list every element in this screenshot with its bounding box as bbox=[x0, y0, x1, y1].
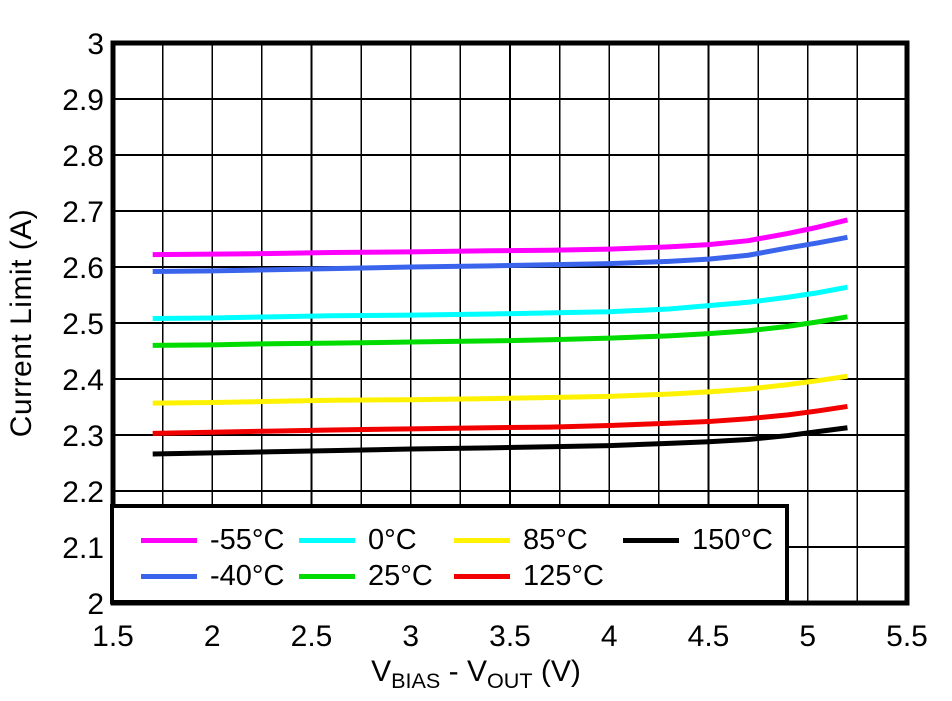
curve--40°C bbox=[152, 234, 848, 274]
curve-0°C bbox=[152, 284, 848, 322]
legend-item: -55°C bbox=[141, 524, 299, 557]
legend-label: 25°C bbox=[368, 559, 433, 592]
y-tick-label: 2.2 bbox=[62, 476, 104, 509]
legend-label: 0°C bbox=[368, 523, 417, 556]
y-tick-label: 2.7 bbox=[62, 196, 104, 229]
x-tick-label: 3 bbox=[402, 620, 419, 653]
legend-label: -40°C bbox=[210, 559, 285, 592]
x-tick-label: 2.5 bbox=[291, 620, 333, 653]
curve--55°C bbox=[152, 217, 849, 258]
x-tick-label: 1.5 bbox=[92, 620, 134, 653]
x-tick-label: 5 bbox=[799, 620, 816, 653]
legend-swatch bbox=[623, 537, 679, 543]
legend-label: 125°C bbox=[523, 559, 604, 592]
legend-swatch bbox=[299, 537, 355, 543]
x-tick-label: 5.5 bbox=[886, 620, 928, 653]
x-title-v1: V bbox=[371, 655, 392, 688]
curve-85°C bbox=[152, 373, 848, 406]
x-tick-label: 2 bbox=[204, 620, 221, 653]
legend-swatch bbox=[299, 573, 355, 579]
legend-item: 150°C bbox=[623, 524, 777, 557]
legend-label: 85°C bbox=[523, 523, 588, 556]
legend-item: 0°C bbox=[299, 524, 454, 557]
y-tick-label: 2.8 bbox=[62, 140, 104, 173]
x-title-dash: - bbox=[440, 655, 467, 688]
y-tick-label: 2 bbox=[87, 588, 104, 621]
legend-item: -40°C bbox=[141, 560, 299, 593]
y-tick-label: 2.1 bbox=[62, 532, 104, 565]
x-tick-label: 4 bbox=[601, 620, 618, 653]
legend: -55°C -40°C 0°C 25°C 85°C 125°C 150°C bbox=[110, 504, 789, 604]
x-tick-label: 3.5 bbox=[489, 620, 531, 653]
x-title-unit: (V) bbox=[532, 655, 581, 688]
legend-label: -55°C bbox=[210, 523, 285, 556]
curve-150°C bbox=[152, 425, 848, 457]
legend-item: 125°C bbox=[454, 560, 623, 593]
x-title-sub1: BIAS bbox=[391, 668, 441, 693]
y-tick-label: 2.5 bbox=[62, 308, 104, 341]
y-tick-label: 2.3 bbox=[62, 420, 104, 453]
legend-swatch bbox=[454, 537, 510, 543]
x-tick-label: 4.5 bbox=[688, 620, 730, 653]
legend-swatch bbox=[454, 573, 510, 579]
y-tick-label: 2.6 bbox=[62, 252, 104, 285]
y-tick-label: 2.4 bbox=[62, 364, 104, 397]
legend-label: 150°C bbox=[692, 523, 773, 556]
curve-25°C bbox=[152, 314, 848, 348]
x-title-sub2: OUT bbox=[487, 668, 533, 693]
x-axis-title: VBIAS - VOUT (V) bbox=[0, 655, 952, 694]
y-axis-title: Current Limit (A) bbox=[5, 208, 38, 438]
x-title-v2: V bbox=[466, 655, 487, 688]
legend-swatch bbox=[141, 537, 197, 543]
legend-swatch bbox=[141, 573, 197, 579]
y-tick-label: 3 bbox=[87, 28, 104, 61]
y-tick-label: 2.9 bbox=[62, 84, 104, 117]
curve-125°C bbox=[152, 403, 848, 436]
legend-item: 25°C bbox=[299, 560, 454, 593]
legend-item: 85°C bbox=[454, 524, 623, 557]
